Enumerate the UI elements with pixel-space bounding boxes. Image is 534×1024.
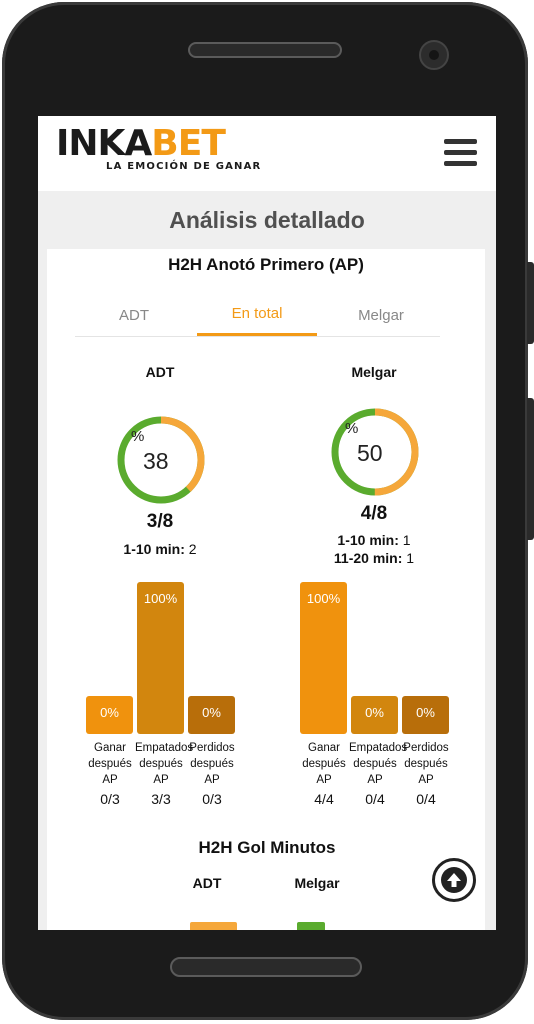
bar-empatados-melgar: 0%: [351, 696, 398, 734]
hamburger-menu-icon[interactable]: [444, 139, 477, 167]
gol-minutos-team-adt: ADT: [192, 875, 222, 891]
bar-label: Perdidos después AP: [403, 742, 449, 786]
minute-value: 2: [188, 541, 197, 557]
minute-value: 1: [406, 550, 415, 566]
bar-value-label: 0%: [416, 705, 435, 720]
bar-ganar-adt: 0%: [86, 696, 133, 734]
tab-bar: ADT En total Melgar: [75, 294, 440, 337]
bar-count: 0/3: [100, 791, 120, 807]
bar-label: Empatados después AP: [349, 742, 408, 786]
arrow-up-circle-icon[interactable]: [432, 858, 476, 902]
donut-arc-orange: [331, 408, 419, 496]
percent-sign: %: [131, 428, 145, 445]
bar-count: 0/4: [365, 791, 385, 807]
percent-sign: %: [345, 420, 359, 437]
bar-value-label: 0%: [100, 705, 119, 720]
bar-value-label: 100%: [143, 591, 178, 606]
page-title: Análisis detallado: [169, 206, 365, 233]
bar-empatados-adt: 100%: [137, 582, 184, 734]
fraction-melgar: 4/8: [360, 503, 388, 524]
donut-arc-orange: [117, 416, 205, 504]
team-name-adt: ADT: [145, 364, 175, 380]
minute-value: 1: [402, 532, 411, 548]
gol-minutos-team-melgar: Melgar: [294, 875, 340, 891]
percent-value-adt: 38: [143, 448, 169, 474]
inkabet-logo[interactable]: INKABET LA EMOCIÓN DE GANAR: [56, 123, 262, 173]
minute-label: 1-10 min:: [337, 532, 399, 548]
bar-perdidos-adt: 0%: [188, 696, 235, 734]
logo-text-bet: BET: [151, 123, 226, 164]
section-title: H2H Anotó Primero (AP): [168, 255, 364, 274]
tab-melgar[interactable]: Melgar: [358, 306, 404, 324]
power-button: [527, 398, 534, 540]
gol-minutos-title: H2H Gol Minutos: [198, 838, 336, 857]
logo-tagline: LA EMOCIÓN DE GANAR: [106, 161, 262, 172]
gol-minutos-bar-adt: [190, 922, 237, 930]
bar-label: Perdidos después AP: [189, 742, 235, 786]
logo-text-inka: INKA: [56, 123, 152, 164]
bar-count: 0/3: [202, 791, 222, 807]
fraction-adt: 3/8: [146, 511, 174, 532]
gol-minutos-bar-melgar: [297, 922, 325, 930]
bar-label: Ganar después AP: [88, 742, 132, 786]
bar-perdidos-melgar: 0%: [402, 696, 449, 734]
percent-donut-adt: % 38: [115, 414, 207, 506]
minute-line: 1-10 min: 2: [90, 541, 230, 557]
minute-label: 1-10 min:: [123, 541, 185, 557]
top-bar: INKABET LA EMOCIÓN DE GANAR: [38, 116, 496, 191]
analysis-card: H2H Anotó Primero (AP): [47, 249, 485, 930]
front-camera: [419, 40, 449, 70]
bar-count: 0/4: [416, 791, 436, 807]
team-name-melgar: Melgar: [351, 364, 397, 380]
percent-value-melgar: 50: [357, 440, 383, 466]
bar-count: 4/4: [314, 791, 334, 807]
percent-donut-melgar: % 50: [329, 406, 421, 498]
bar-value-label: 100%: [306, 591, 341, 606]
bar-ganar-melgar: 100%: [300, 582, 347, 734]
minute-line: 11-20 min: 1: [304, 550, 444, 566]
minute-line: 1-10 min: 1: [304, 532, 444, 548]
bar-value-label: 0%: [202, 705, 221, 720]
tab-en-total[interactable]: En total: [197, 294, 317, 336]
bar-label: Ganar después AP: [302, 742, 346, 786]
bar-count: 3/3: [151, 791, 171, 807]
bar-value-label: 0%: [365, 705, 384, 720]
minute-label: 11-20 min:: [333, 550, 403, 566]
bottom-speaker: [170, 957, 362, 977]
volume-button: [527, 262, 534, 344]
bar-label: Empatados después AP: [135, 742, 194, 786]
tab-adt[interactable]: ADT: [119, 306, 149, 324]
screen: INKABET LA EMOCIÓN DE GANAR Análisis det…: [38, 116, 496, 930]
earpiece-speaker: [188, 42, 342, 58]
